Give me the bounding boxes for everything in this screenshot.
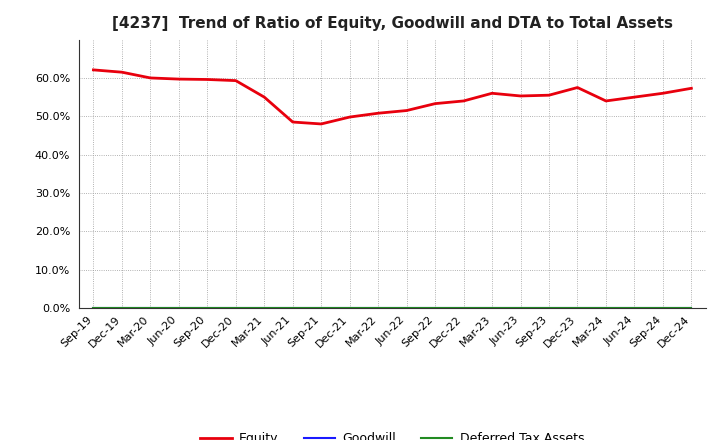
Goodwill [89,305,98,311]
Equity [146,75,155,81]
Goodwill [289,305,297,311]
Legend: Equity, Goodwill, Deferred Tax Assets: Equity, Goodwill, Deferred Tax Assets [195,427,590,440]
Equity [203,77,212,82]
Goodwill [459,305,468,311]
Deferred Tax Assets [232,305,240,311]
Deferred Tax Assets [146,305,155,311]
Deferred Tax Assets [659,305,667,311]
Deferred Tax Assets [573,305,582,311]
Deferred Tax Assets [431,305,439,311]
Deferred Tax Assets [630,305,639,311]
Deferred Tax Assets [602,305,611,311]
Goodwill [203,305,212,311]
Equity [374,110,382,116]
Deferred Tax Assets [260,305,269,311]
Line: Equity: Equity [94,70,691,124]
Goodwill [516,305,525,311]
Deferred Tax Assets [516,305,525,311]
Deferred Tax Assets [374,305,382,311]
Deferred Tax Assets [545,305,554,311]
Equity [402,108,411,113]
Title: [4237]  Trend of Ratio of Equity, Goodwill and DTA to Total Assets: [4237] Trend of Ratio of Equity, Goodwil… [112,16,673,32]
Goodwill [487,305,496,311]
Equity [602,98,611,103]
Deferred Tax Assets [203,305,212,311]
Deferred Tax Assets [289,305,297,311]
Goodwill [659,305,667,311]
Goodwill [687,305,696,311]
Equity [117,70,126,75]
Deferred Tax Assets [459,305,468,311]
Equity [487,91,496,96]
Goodwill [573,305,582,311]
Goodwill [545,305,554,311]
Goodwill [260,305,269,311]
Equity [687,86,696,91]
Deferred Tax Assets [687,305,696,311]
Goodwill [317,305,325,311]
Deferred Tax Assets [174,305,183,311]
Deferred Tax Assets [89,305,98,311]
Equity [545,92,554,98]
Equity [573,85,582,90]
Equity [174,77,183,82]
Equity [232,78,240,83]
Equity [630,95,639,100]
Goodwill [602,305,611,311]
Goodwill [117,305,126,311]
Goodwill [232,305,240,311]
Equity [260,95,269,100]
Goodwill [374,305,382,311]
Goodwill [174,305,183,311]
Goodwill [146,305,155,311]
Equity [289,119,297,125]
Equity [346,114,354,120]
Deferred Tax Assets [317,305,325,311]
Deferred Tax Assets [117,305,126,311]
Goodwill [630,305,639,311]
Deferred Tax Assets [402,305,411,311]
Equity [459,98,468,103]
Equity [516,93,525,99]
Equity [317,121,325,127]
Goodwill [402,305,411,311]
Goodwill [346,305,354,311]
Equity [431,101,439,106]
Equity [89,67,98,73]
Deferred Tax Assets [487,305,496,311]
Equity [659,91,667,96]
Deferred Tax Assets [346,305,354,311]
Goodwill [431,305,439,311]
